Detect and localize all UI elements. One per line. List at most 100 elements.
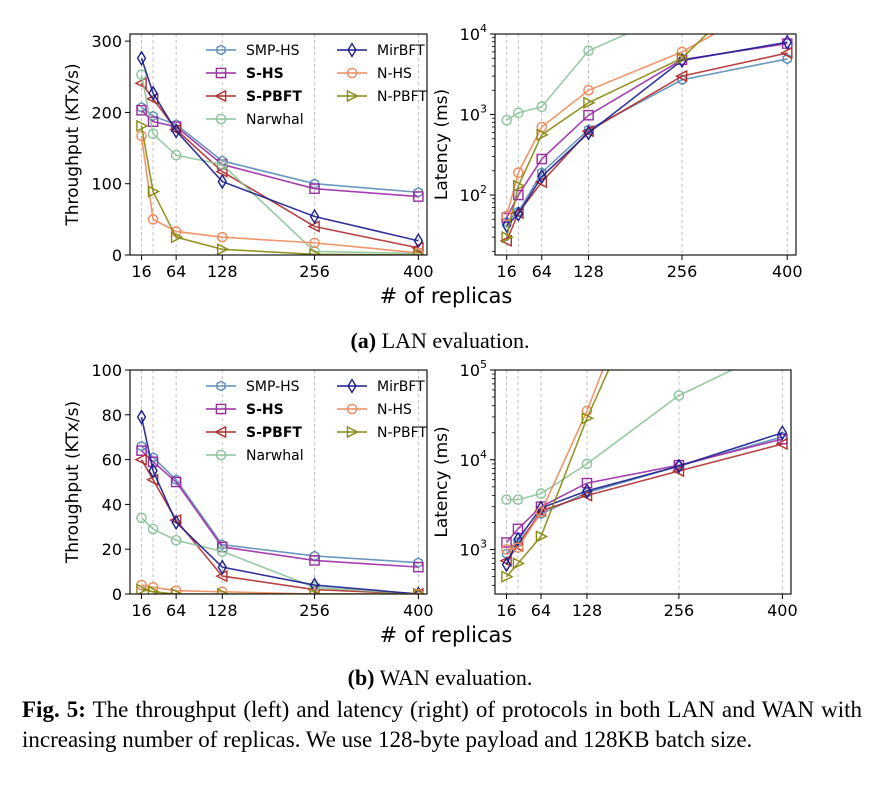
data-point-s-hs xyxy=(513,189,524,201)
y-axis-label: Latency (ms) xyxy=(432,426,452,537)
legend-marker xyxy=(346,67,358,79)
legend-item-n-pbft: N-PBFT xyxy=(337,89,427,105)
legend-label: S-PBFT xyxy=(246,89,302,105)
figure-caption: Fig. 5: The throughput (left) and latenc… xyxy=(22,695,862,755)
data-point-s-hs xyxy=(536,153,548,165)
caption-a-text: LAN evaluation. xyxy=(381,328,530,353)
series-mirbft xyxy=(501,34,792,234)
data-point-n-hs xyxy=(512,542,524,553)
legend-marker xyxy=(215,67,227,79)
y-tick-label: 60 xyxy=(102,451,122,470)
data-point-s-hs xyxy=(136,445,147,456)
figure-caption-text: The throughput (left) and latency (right… xyxy=(22,697,863,752)
y-tick-label: 104 xyxy=(460,448,487,470)
x-tick-label: 16 xyxy=(497,262,517,281)
data-point-n-hs xyxy=(309,588,320,594)
series-line-n-hs xyxy=(506,370,604,551)
data-point-n-pbft xyxy=(170,230,184,244)
data-point-mirbft xyxy=(148,463,158,479)
data-point-narwhal xyxy=(170,149,182,161)
data-point-n-pbft xyxy=(136,119,149,133)
x-tick-label: 64 xyxy=(532,262,552,281)
data-point-n-pbft xyxy=(501,570,514,583)
data-point-s-pbft xyxy=(780,46,793,60)
data-point-n-pbft xyxy=(309,587,322,594)
legend-item-n-hs: N-HS xyxy=(337,66,412,82)
y-tick-label: 200 xyxy=(91,103,122,122)
legend-item-s-pbft: S-PBFT xyxy=(206,89,302,105)
series-mirbft xyxy=(136,50,424,249)
data-point-n-pbft xyxy=(136,583,149,594)
lan-latency-chart: 16 64 128 256 400 102 103 104 Latency (ms) xyxy=(432,22,803,281)
data-point-s-pbft xyxy=(134,453,147,466)
legend-item-n-hs: N-HS xyxy=(337,402,412,418)
lan-xlabel: # of replicas xyxy=(380,284,513,308)
legend: SMP-HS S-HS S-PBFT Narwhal MirBFT N-HS N-PBFT xyxy=(206,378,427,464)
data-point-n-pbft xyxy=(216,587,230,594)
legend-marker xyxy=(213,425,227,439)
plot-frame xyxy=(129,369,428,595)
plot-frame xyxy=(494,369,792,595)
series-line-narwhal xyxy=(506,370,733,501)
data-point-narwhal xyxy=(136,512,147,524)
y-tick-label: 105 xyxy=(460,358,487,380)
legend-label: MirBFT xyxy=(377,43,425,59)
data-point-n-pbft xyxy=(513,179,526,193)
data-point-n-hs xyxy=(501,544,512,555)
x-tick-label: 128 xyxy=(207,601,238,620)
caption-b: (b) WAN evaluation. xyxy=(0,665,880,691)
data-point-s-pbft xyxy=(134,76,147,90)
data-point-mirbft xyxy=(501,556,512,573)
plot-frame xyxy=(129,33,428,256)
caption-a-label: (a) xyxy=(350,328,377,353)
data-point-narwhal xyxy=(512,494,524,505)
legend-label: N-HS xyxy=(377,402,412,418)
data-point-n-hs xyxy=(309,237,320,249)
legend-marker xyxy=(347,42,357,58)
data-point-mirbft xyxy=(583,125,594,141)
series-n-hs xyxy=(136,130,424,255)
x-tick-label: 16 xyxy=(131,601,151,620)
y-tick-label: 0 xyxy=(112,246,122,265)
data-point-n-pbft xyxy=(413,248,426,255)
series-line-narwhal xyxy=(140,74,419,255)
series-line-s-pbft xyxy=(140,459,419,594)
legend-label: S-PBFT xyxy=(246,425,302,441)
data-point-s-hs xyxy=(413,561,424,573)
caption-a: (a) LAN evaluation. xyxy=(0,328,880,354)
data-point-mirbft xyxy=(171,123,181,139)
data-point-narwhal xyxy=(147,128,159,140)
series-line-s-hs xyxy=(140,450,419,568)
x-tick-label: 64 xyxy=(166,601,186,620)
y-axis-label: Latency (ms) xyxy=(432,89,452,200)
data-point-smp-hs xyxy=(413,557,424,569)
y-tick-label: 102 xyxy=(460,183,487,205)
data-point-narwhal xyxy=(216,546,228,557)
series-n-hs xyxy=(501,370,604,555)
data-point-s-pbft xyxy=(307,220,320,233)
data-point-narwhal xyxy=(216,159,228,170)
data-point-s-pbft xyxy=(671,464,685,478)
legend-marker xyxy=(213,89,227,103)
series-line-n-hs xyxy=(140,135,419,254)
x-tick-label: 128 xyxy=(207,262,238,281)
plot-frame xyxy=(494,33,797,256)
data-point-mirbft xyxy=(413,232,424,249)
data-point-n-hs xyxy=(413,588,424,594)
data-point-n-pbft xyxy=(501,230,514,244)
data-point-mirbft xyxy=(217,173,228,190)
series-s-hs xyxy=(136,445,424,573)
data-point-n-pbft xyxy=(676,52,690,65)
data-point-s-hs xyxy=(136,104,147,116)
y-tick-label: 0 xyxy=(112,585,122,604)
legend-marker xyxy=(346,89,360,103)
series-n-pbft xyxy=(501,370,610,583)
data-point-narwhal xyxy=(501,114,512,126)
data-point-n-pbft xyxy=(170,587,184,594)
data-point-narwhal xyxy=(513,107,524,119)
series-line-n-hs xyxy=(505,34,715,217)
data-point-n-pbft xyxy=(535,530,549,543)
data-point-mirbft xyxy=(677,52,687,69)
legend-marker xyxy=(216,380,226,392)
